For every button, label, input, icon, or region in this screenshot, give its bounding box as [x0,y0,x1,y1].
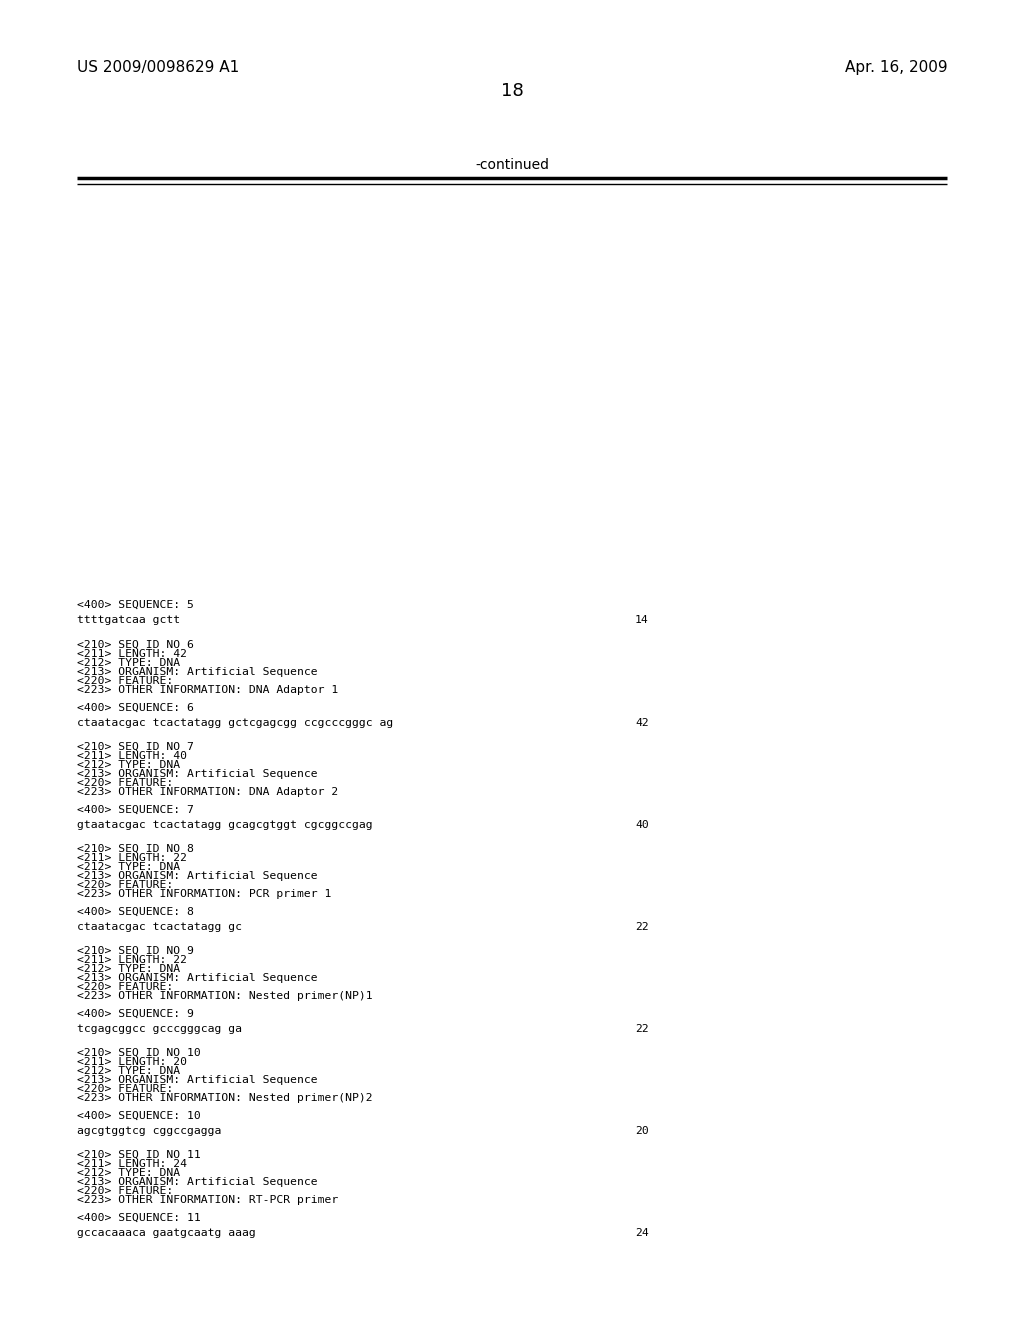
Text: 24: 24 [635,1228,648,1238]
Text: <211> LENGTH: 22: <211> LENGTH: 22 [77,853,186,863]
Text: <210> SEQ ID NO 11: <210> SEQ ID NO 11 [77,1150,201,1160]
Text: <220> FEATURE:: <220> FEATURE: [77,676,173,686]
Text: <210> SEQ ID NO 9: <210> SEQ ID NO 9 [77,946,194,956]
Text: 18: 18 [501,82,523,100]
Text: <220> FEATURE:: <220> FEATURE: [77,1185,173,1196]
Text: <211> LENGTH: 24: <211> LENGTH: 24 [77,1159,186,1170]
Text: ttttgatcaa gctt: ttttgatcaa gctt [77,615,180,624]
Text: <220> FEATURE:: <220> FEATURE: [77,777,173,788]
Text: agcgtggtcg cggccgagga: agcgtggtcg cggccgagga [77,1126,221,1137]
Text: <223> OTHER INFORMATION: PCR primer 1: <223> OTHER INFORMATION: PCR primer 1 [77,888,331,899]
Text: <220> FEATURE:: <220> FEATURE: [77,880,173,890]
Text: <212> TYPE: DNA: <212> TYPE: DNA [77,1168,180,1177]
Text: <400> SEQUENCE: 6: <400> SEQUENCE: 6 [77,704,194,713]
Text: <211> LENGTH: 40: <211> LENGTH: 40 [77,751,186,762]
Text: <223> OTHER INFORMATION: Nested primer(NP)2: <223> OTHER INFORMATION: Nested primer(N… [77,1093,373,1104]
Text: <400> SEQUENCE: 7: <400> SEQUENCE: 7 [77,805,194,814]
Text: <213> ORGANISM: Artificial Sequence: <213> ORGANISM: Artificial Sequence [77,1177,317,1187]
Text: 22: 22 [635,1024,648,1034]
Text: <212> TYPE: DNA: <212> TYPE: DNA [77,657,180,668]
Text: 20: 20 [635,1126,648,1137]
Text: <400> SEQUENCE: 8: <400> SEQUENCE: 8 [77,907,194,917]
Text: <213> ORGANISM: Artificial Sequence: <213> ORGANISM: Artificial Sequence [77,973,317,983]
Text: <213> ORGANISM: Artificial Sequence: <213> ORGANISM: Artificial Sequence [77,667,317,677]
Text: 22: 22 [635,921,648,932]
Text: <400> SEQUENCE: 9: <400> SEQUENCE: 9 [77,1008,194,1019]
Text: <213> ORGANISM: Artificial Sequence: <213> ORGANISM: Artificial Sequence [77,770,317,779]
Text: <220> FEATURE:: <220> FEATURE: [77,982,173,993]
Text: 40: 40 [635,820,648,830]
Text: <220> FEATURE:: <220> FEATURE: [77,1084,173,1094]
Text: <210> SEQ ID NO 10: <210> SEQ ID NO 10 [77,1048,201,1059]
Text: <212> TYPE: DNA: <212> TYPE: DNA [77,760,180,770]
Text: gccacaaaca gaatgcaatg aaag: gccacaaaca gaatgcaatg aaag [77,1228,256,1238]
Text: US 2009/0098629 A1: US 2009/0098629 A1 [77,59,239,75]
Text: tcgagcggcc gcccgggcag ga: tcgagcggcc gcccgggcag ga [77,1024,242,1034]
Text: ctaatacgac tcactatagg gctcgagcgg ccgcccgggc ag: ctaatacgac tcactatagg gctcgagcgg ccgcccg… [77,718,393,729]
Text: <213> ORGANISM: Artificial Sequence: <213> ORGANISM: Artificial Sequence [77,871,317,880]
Text: <210> SEQ ID NO 6: <210> SEQ ID NO 6 [77,640,194,649]
Text: <400> SEQUENCE: 10: <400> SEQUENCE: 10 [77,1111,201,1121]
Text: <212> TYPE: DNA: <212> TYPE: DNA [77,964,180,974]
Text: gtaatacgac tcactatagg gcagcgtggt cgcggccgag: gtaatacgac tcactatagg gcagcgtggt cgcggcc… [77,820,373,830]
Text: -continued: -continued [475,158,549,172]
Text: <213> ORGANISM: Artificial Sequence: <213> ORGANISM: Artificial Sequence [77,1074,317,1085]
Text: 14: 14 [635,615,648,624]
Text: <210> SEQ ID NO 8: <210> SEQ ID NO 8 [77,843,194,854]
Text: <211> LENGTH: 22: <211> LENGTH: 22 [77,954,186,965]
Text: <400> SEQUENCE: 11: <400> SEQUENCE: 11 [77,1213,201,1224]
Text: <223> OTHER INFORMATION: RT-PCR primer: <223> OTHER INFORMATION: RT-PCR primer [77,1195,338,1205]
Text: 42: 42 [635,718,648,729]
Text: <400> SEQUENCE: 5: <400> SEQUENCE: 5 [77,601,194,610]
Text: <211> LENGTH: 42: <211> LENGTH: 42 [77,649,186,659]
Text: <212> TYPE: DNA: <212> TYPE: DNA [77,1067,180,1076]
Text: <223> OTHER INFORMATION: Nested primer(NP)1: <223> OTHER INFORMATION: Nested primer(N… [77,991,373,1001]
Text: <212> TYPE: DNA: <212> TYPE: DNA [77,862,180,873]
Text: <223> OTHER INFORMATION: DNA Adaptor 1: <223> OTHER INFORMATION: DNA Adaptor 1 [77,685,338,696]
Text: Apr. 16, 2009: Apr. 16, 2009 [845,59,947,75]
Text: <223> OTHER INFORMATION: DNA Adaptor 2: <223> OTHER INFORMATION: DNA Adaptor 2 [77,787,338,797]
Text: <210> SEQ ID NO 7: <210> SEQ ID NO 7 [77,742,194,752]
Text: <211> LENGTH: 20: <211> LENGTH: 20 [77,1057,186,1067]
Text: ctaatacgac tcactatagg gc: ctaatacgac tcactatagg gc [77,921,242,932]
